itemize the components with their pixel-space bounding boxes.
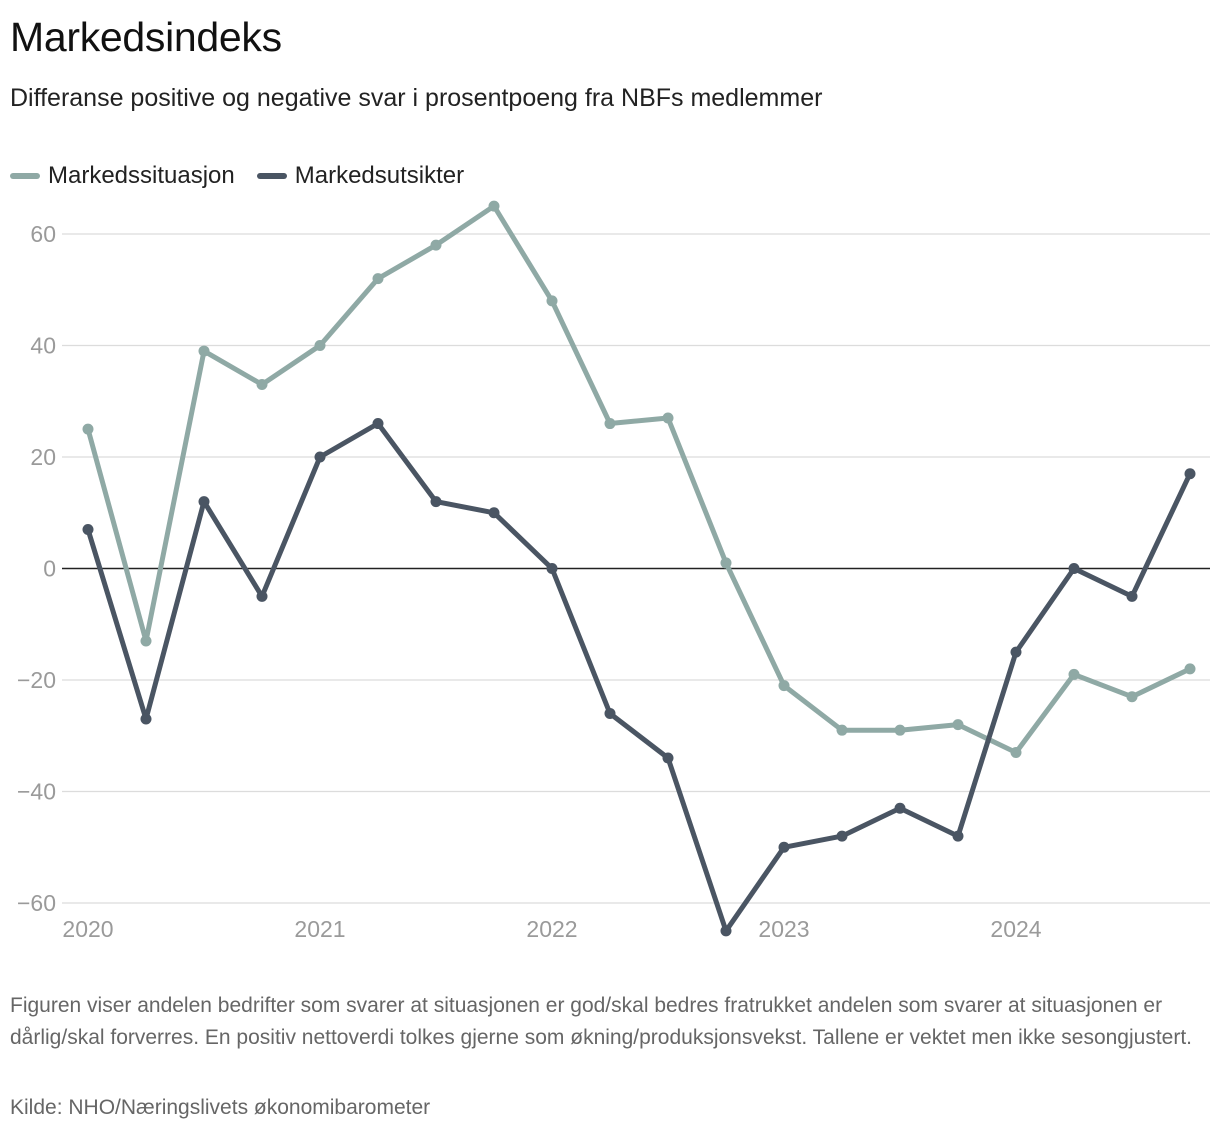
data-point-markedssituasjon (1184, 663, 1196, 675)
series-line-markedssituasjon (85, 203, 1193, 755)
data-point-markedssituasjon (430, 239, 442, 251)
y-tick-label: −20 (17, 667, 56, 693)
data-point-markedssituasjon (662, 412, 674, 424)
data-point-markedsutsikter (372, 418, 384, 430)
data-point-markedssituasjon (720, 557, 732, 569)
y-tick-label: 60 (30, 221, 56, 247)
data-point-markedsutsikter (198, 496, 210, 508)
x-tick-label: 2024 (990, 916, 1041, 942)
data-point-markedssituasjon (778, 680, 790, 692)
data-point-markedssituasjon (836, 724, 848, 736)
data-point-markedsutsikter (836, 830, 848, 842)
data-point-markedsutsikter (314, 451, 326, 463)
legend: Markedssituasjon Markedsutsikter (10, 162, 486, 190)
data-point-markedssituasjon (1068, 668, 1080, 680)
data-point-markedssituasjon (314, 340, 326, 351)
data-point-markedsutsikter (894, 802, 906, 814)
chart-title: Markedsindeks (10, 14, 282, 60)
data-point-markedsutsikter (720, 925, 732, 937)
data-point-markedssituasjon (372, 273, 384, 285)
legend-label-markedssituasjon: Markedssituasjon (48, 162, 235, 189)
data-point-markedsutsikter (546, 563, 558, 574)
legend-label-markedsutsikter: Markedsutsikter (294, 162, 465, 189)
data-point-markedssituasjon (952, 719, 964, 731)
data-point-markedssituasjon (604, 418, 616, 430)
legend-item-markedssituasjon[interactable]: Markedssituasjon (10, 162, 235, 190)
data-point-markedsutsikter (778, 841, 790, 853)
data-point-markedssituasjon (894, 724, 906, 736)
data-point-markedssituasjon (256, 379, 268, 391)
data-point-markedssituasjon (1010, 746, 1022, 758)
chart-subtitle: Differanse positive og negative svar i p… (10, 84, 823, 112)
chart-note: Figuren viser andelen bedrifter som svar… (10, 994, 1192, 1049)
legend-swatch-markedssituasjon (10, 173, 40, 179)
x-tick-label: 2022 (526, 916, 577, 942)
data-point-markedssituasjon (140, 635, 152, 647)
y-tick-label: 20 (30, 444, 56, 470)
x-tick-label: 2023 (758, 916, 809, 942)
y-tick-label: 40 (30, 333, 56, 359)
x-tick-label: 2020 (62, 916, 113, 942)
data-point-markedssituasjon (488, 200, 500, 212)
data-point-markedssituasjon (198, 345, 210, 357)
y-tick-label: −60 (17, 890, 56, 916)
data-point-markedssituasjon (546, 295, 558, 307)
legend-swatch-markedsutsikter (256, 173, 287, 179)
y-tick-label: −40 (17, 779, 56, 805)
data-point-markedsutsikter (256, 590, 268, 602)
data-point-markedsutsikter (140, 713, 152, 725)
data-point-markedssituasjon (82, 423, 94, 435)
chart-source: Kilde: NHO/Næringslivets økonomibaromete… (10, 1096, 431, 1119)
data-point-markedsutsikter (82, 523, 94, 535)
legend-item-markedsutsikter[interactable]: Markedsutsikter (256, 162, 465, 190)
data-point-markedsutsikter (662, 752, 674, 764)
data-point-markedsutsikter (1068, 563, 1080, 574)
y-tick-label: 0 (43, 556, 56, 582)
data-point-markedsutsikter (1184, 468, 1196, 480)
series-line-markedsutsikter (85, 421, 1193, 934)
data-point-markedsutsikter (1010, 646, 1022, 658)
data-point-markedsutsikter (488, 507, 500, 519)
data-point-markedsutsikter (604, 707, 616, 719)
data-point-markedsutsikter (430, 496, 442, 508)
data-point-markedssituasjon (1126, 691, 1138, 703)
x-tick-label: 2021 (294, 916, 345, 942)
data-point-markedsutsikter (1126, 590, 1138, 602)
data-point-markedsutsikter (952, 830, 964, 842)
